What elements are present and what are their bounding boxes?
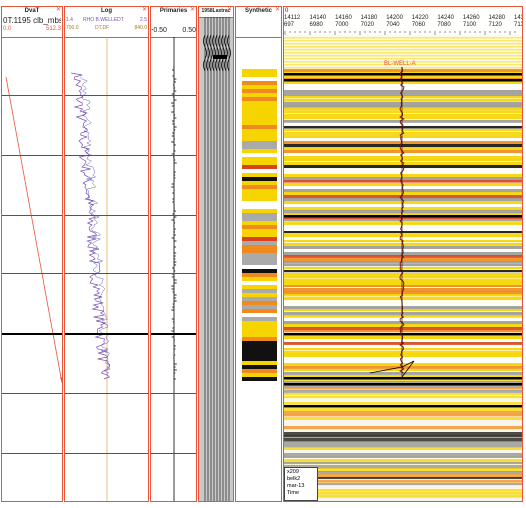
log-track-header[interactable]: Log ✕ 1.4 RHO B.WELLEDT 2.5 700.0 DT.DF … (65, 7, 148, 38)
grid-line (151, 95, 196, 96)
dvat-scale-min: 0.0 (3, 26, 12, 32)
close-icon[interactable]: ✕ (189, 7, 195, 13)
tick-label-row: 697 6980 7000 7020 7040 7060 7080 7100 7120 7137 (284, 22, 522, 30)
close-icon[interactable]: ✕ (141, 7, 147, 13)
primaries-spikes (171, 37, 177, 501)
primaries-scale-min: -0.50 (151, 27, 167, 34)
cdp-label: 14200 (386, 15, 403, 21)
log-curve1-min: 1.4 (66, 17, 73, 23)
grid-line (2, 393, 62, 394)
dvat-track-title: DvaT (24, 8, 40, 14)
log-curve1-max: 2.5 (140, 17, 147, 23)
info-line: mar-13 (287, 483, 305, 489)
grid-line (65, 393, 148, 394)
grid-line (65, 273, 148, 274)
cdp-label-row: 14112 14140 14160 14180 14200 14220 14240 14260… (284, 15, 522, 23)
grid-line (65, 453, 148, 454)
synthetic-track[interactable]: Synthetic ✕ (235, 6, 282, 502)
seismic-axis-origin: 0 (285, 8, 289, 14)
grid-line (2, 273, 62, 274)
axis-ticks (284, 31, 516, 35)
log-curve2-label: DT.DF (95, 25, 110, 31)
cdp-label: 14280 (488, 15, 506, 21)
tick-label: 7040 (386, 22, 400, 28)
grid-line (151, 273, 196, 274)
grid-line (2, 155, 62, 156)
primaries-track-header[interactable]: Primaries ✕ -0.50 0.50 (151, 7, 196, 38)
cdp-label: 14180 (360, 15, 378, 21)
primaries-scale-max: 0.50 (182, 27, 196, 34)
close-icon[interactable]: ✕ (55, 7, 61, 13)
grid-line (151, 155, 196, 156)
grid-line (151, 453, 196, 454)
grid-line (65, 155, 148, 156)
log-track[interactable]: Log ✕ 1.4 RHO B.WELLEDT 2.5 700.0 DT.DF … (64, 6, 149, 502)
grid-line (151, 333, 196, 335)
grid-line (2, 215, 62, 216)
grid-line (65, 215, 148, 216)
synthetic-bands (242, 69, 277, 381)
grid-line (2, 333, 62, 335)
tick-label: 697 (284, 22, 295, 28)
log-curve1-label: RHO B.WELLEDT (83, 17, 124, 23)
grid-line (2, 453, 62, 454)
synthetic-track-title: Synthetic (244, 8, 272, 14)
dvat-curve (5, 76, 62, 384)
tick-label: 7080 (437, 22, 451, 28)
log-curve2-min: 700.0 (66, 25, 79, 31)
cdp-label: 14260 (462, 15, 480, 21)
dvat-subtitle: 0T.1195 clb_mbs (3, 16, 61, 25)
seismic-axis-header: 0 14112 14140 14160 14180 14200 14220 14240 142… (284, 7, 522, 35)
tick-label: 7100 (462, 22, 477, 28)
grid-line (2, 95, 62, 96)
seismic-section[interactable]: 0 14112 14140 14160 14180 14200 14220 14240 142… (283, 6, 523, 502)
dvat-scale-max: 512.3 (45, 26, 61, 32)
tick-label: 7060 (411, 22, 426, 28)
info-line: belk2 (287, 476, 301, 482)
tick-label: 7120 (488, 22, 502, 28)
cdp-label: 14112 (284, 15, 301, 21)
log-curves (70, 37, 111, 501)
grid-line (151, 393, 196, 394)
cdp-label: 14140 (309, 15, 327, 21)
primaries-track-title: Primaries (159, 8, 188, 14)
wavelet-track[interactable]: 1958Laxtrac ✕ (198, 6, 234, 502)
grid-line (65, 333, 148, 335)
grid-line (65, 95, 148, 96)
cdp-label: 14160 (335, 15, 352, 21)
tick-label: 7137 (514, 22, 522, 28)
wavelet-track-title: 1958Laxtrac (201, 8, 231, 14)
info-line: Time (287, 490, 300, 496)
tick-label: 6980 (309, 22, 323, 28)
cdp-label: 14312 (514, 15, 522, 21)
synthetic-track-header[interactable]: Synthetic ✕ (236, 7, 281, 38)
seismic-image (284, 7, 522, 501)
grid-line (151, 215, 196, 216)
dvat-track[interactable]: DvaT ✕ 0T.1195 clb_mbs 0.0 512.3 (1, 6, 63, 502)
cdp-label: 14220 (411, 15, 429, 21)
well-label: BL-WELL-A (384, 61, 416, 67)
log-curve2-max: 840.0 (134, 25, 147, 31)
info-line: x209 (287, 469, 299, 475)
tick-label: 7020 (360, 22, 375, 28)
tick-label: 7000 (335, 22, 349, 28)
seismic-info-box: x209 belk2 mar-13 Time (284, 467, 318, 501)
wavelet-track-header[interactable]: 1958Laxtrac ✕ (199, 7, 233, 18)
wavelet-traces (203, 17, 231, 501)
close-icon[interactable]: ✕ (274, 7, 280, 13)
cdp-label: 14240 (437, 15, 455, 21)
dvat-track-header[interactable]: DvaT ✕ 0T.1195 clb_mbs 0.0 512.3 (2, 7, 62, 38)
close-icon[interactable]: ✕ (226, 7, 232, 13)
primaries-track[interactable]: Primaries ✕ -0.50 0.50 (150, 6, 197, 502)
log-track-title: Log (101, 8, 112, 14)
